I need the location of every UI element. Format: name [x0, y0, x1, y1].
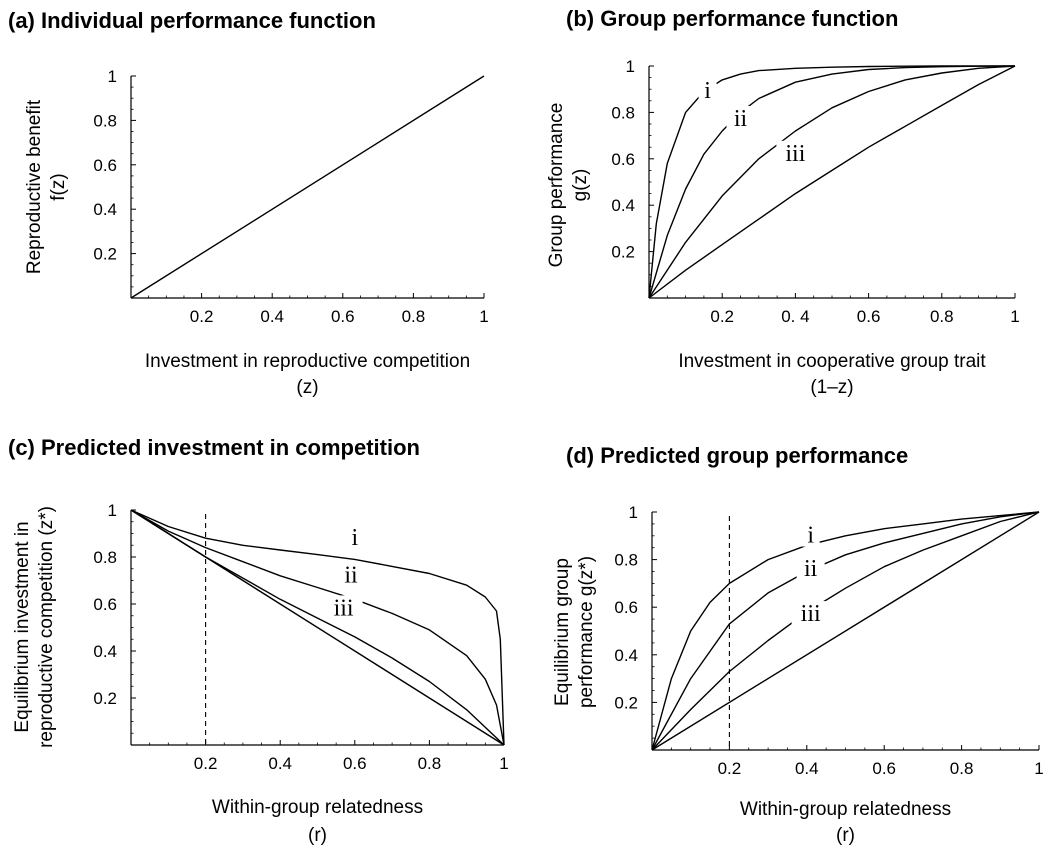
curve-label-iii: iii — [785, 141, 805, 167]
y-axis-label: Equilibrium investment in — [12, 521, 33, 732]
y-tick-label: 0.6 — [93, 156, 117, 175]
y-axis-label: Equilibrium group — [552, 558, 573, 706]
y-axis-label: Group performance — [546, 103, 567, 268]
series-line-linear — [648, 65, 1016, 299]
y-tick-label: 0.8 — [93, 548, 117, 567]
y-tick-label: 0.2 — [93, 245, 117, 264]
x-tick-label: 1 — [479, 307, 488, 326]
y-tick-label: 1 — [629, 503, 638, 522]
curve-label-bg — [324, 595, 363, 620]
y-tick-label: 1 — [108, 67, 117, 86]
series-line-linear — [130, 75, 485, 299]
series-line-iii — [648, 65, 1016, 299]
x-axis-label: (1–z) — [810, 377, 853, 398]
y-axis-label: Reproductive benefit — [24, 99, 45, 274]
y-tick-label: 0.4 — [93, 200, 117, 219]
y-tick-label: 0.8 — [614, 551, 638, 570]
x-tick-label: 1 — [1010, 307, 1019, 326]
curve-label-bg — [791, 601, 830, 626]
y-axis-label: f(z) — [48, 173, 69, 200]
x-tick-label: 0.4 — [268, 754, 292, 773]
curve-label-bg — [698, 78, 717, 103]
x-tick-label: 0.6 — [331, 307, 355, 326]
y-tick-label: 0.4 — [93, 642, 117, 661]
x-tick-label: 0.8 — [950, 759, 974, 778]
x-tick-label: 0.6 — [872, 759, 896, 778]
x-axis-label: Investment in cooperative group trait — [678, 351, 986, 372]
panel-a: (a) Individual performance function 0.2 0.… — [8, 8, 489, 398]
x-tick-label: 0.2 — [710, 307, 734, 326]
panel-title: (a) Individual performance function — [8, 8, 376, 33]
curve-label-bg — [337, 562, 366, 587]
curve-label-ii: ii — [804, 556, 818, 582]
y-tick-label: 1 — [108, 501, 117, 520]
series-line-linear — [651, 511, 1040, 751]
y-tick-label: 0.6 — [93, 595, 117, 614]
x-tick-label: 0.4 — [795, 759, 819, 778]
panel-d: (d) Predicted group performance 0.2 0.4 0.6… — [552, 443, 1044, 846]
curve-label-ii: ii — [734, 106, 748, 132]
curve-label-bg — [801, 522, 820, 547]
x-tick-label: 1 — [499, 754, 508, 773]
x-tick-label: 0.8 — [930, 307, 954, 326]
x-tick-label: 0.8 — [402, 307, 426, 326]
y-axis-label: g(z) — [570, 169, 591, 202]
y-tick-label: 0.2 — [614, 693, 638, 712]
x-tick-label: 0.6 — [343, 754, 367, 773]
y-tick-label: 0.8 — [611, 103, 635, 122]
curve-label-iii: iii — [334, 595, 354, 621]
curve-label-i: i — [351, 525, 358, 551]
x-tick-label: 0. 4 — [781, 307, 809, 326]
series-line-linear — [130, 509, 505, 746]
x-axis-label: Investment in reproductive competition — [145, 351, 470, 372]
x-axis-label: (z) — [296, 377, 318, 398]
panel-c: (c) Predicted investment in competition 0… — [8, 435, 509, 846]
curve-label-bg — [776, 140, 815, 165]
y-tick-label: 1 — [626, 57, 635, 76]
x-axis-label: (r) — [836, 825, 855, 846]
y-tick-label: 0.2 — [611, 243, 635, 262]
curve-label-i: i — [704, 78, 711, 104]
curve-label-i: i — [807, 523, 814, 549]
panel-b: (b) Group performance function 0.2 0.4 0.6 0… — [546, 6, 1020, 398]
y-tick-label: 0.4 — [611, 196, 635, 215]
x-tick-label: 0.6 — [857, 307, 881, 326]
panel-title: (d) Predicted group performance — [566, 443, 908, 468]
series-line-i — [130, 509, 505, 746]
x-tick-label: 1 — [1034, 759, 1043, 778]
x-axis-label: Within-group relatedness — [212, 797, 423, 818]
series-line-ii — [651, 511, 1040, 751]
series-line-ii — [648, 65, 1016, 299]
series-line-i — [648, 65, 1015, 299]
panel-title: (b) Group performance function — [566, 6, 898, 31]
curve-label-bg — [796, 555, 825, 580]
y-axis-label: performance g(z*) — [576, 556, 597, 708]
x-tick-label: 0.2 — [194, 754, 218, 773]
curve-label-bg — [726, 106, 755, 130]
x-tick-label: 0.4 — [260, 307, 284, 326]
x-tick-label: 0.2 — [190, 307, 214, 326]
curve-label-iii: iii — [801, 601, 821, 627]
y-tick-label: 0.6 — [611, 150, 635, 169]
y-tick-label: 0.6 — [614, 598, 638, 617]
y-tick-label: 0.2 — [93, 689, 117, 708]
x-axis-label: Within-group relatedness — [740, 799, 951, 820]
y-tick-label: 0.4 — [614, 646, 638, 665]
y-tick-label: 0.8 — [93, 111, 117, 130]
x-tick-label: 0.8 — [418, 754, 442, 773]
y-axis-label: reproductive competition (z*) — [36, 506, 57, 748]
series-line-iii — [651, 511, 1040, 751]
curve-label-ii: ii — [344, 563, 358, 589]
curve-label-bg — [345, 524, 364, 549]
x-axis-label: (r) — [308, 825, 327, 846]
panel-title: (c) Predicted investment in competition — [8, 435, 420, 460]
x-tick-label: 0.2 — [718, 759, 742, 778]
